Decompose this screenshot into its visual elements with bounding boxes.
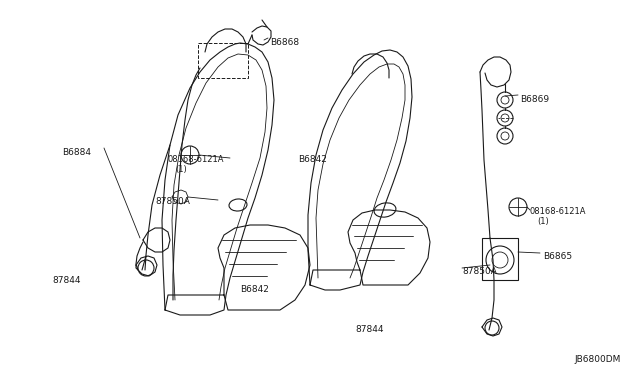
Text: B6884: B6884 <box>62 148 91 157</box>
Text: B6865: B6865 <box>543 252 572 261</box>
Text: 87844: 87844 <box>52 276 81 285</box>
Text: 87850A: 87850A <box>155 197 190 206</box>
Text: B6869: B6869 <box>520 95 549 104</box>
Bar <box>482 238 518 280</box>
Text: 87850A: 87850A <box>462 267 497 276</box>
Text: (1): (1) <box>175 165 187 174</box>
Text: 87844: 87844 <box>355 325 383 334</box>
Text: B6868: B6868 <box>270 38 299 47</box>
Text: JB6800DM: JB6800DM <box>574 355 620 364</box>
Text: 08168-6121A: 08168-6121A <box>168 155 225 164</box>
Text: B6842: B6842 <box>240 285 269 294</box>
Text: B6842: B6842 <box>298 155 327 164</box>
Bar <box>198 43 248 78</box>
Text: 08168-6121A: 08168-6121A <box>530 207 586 216</box>
Text: (1): (1) <box>537 217 548 226</box>
